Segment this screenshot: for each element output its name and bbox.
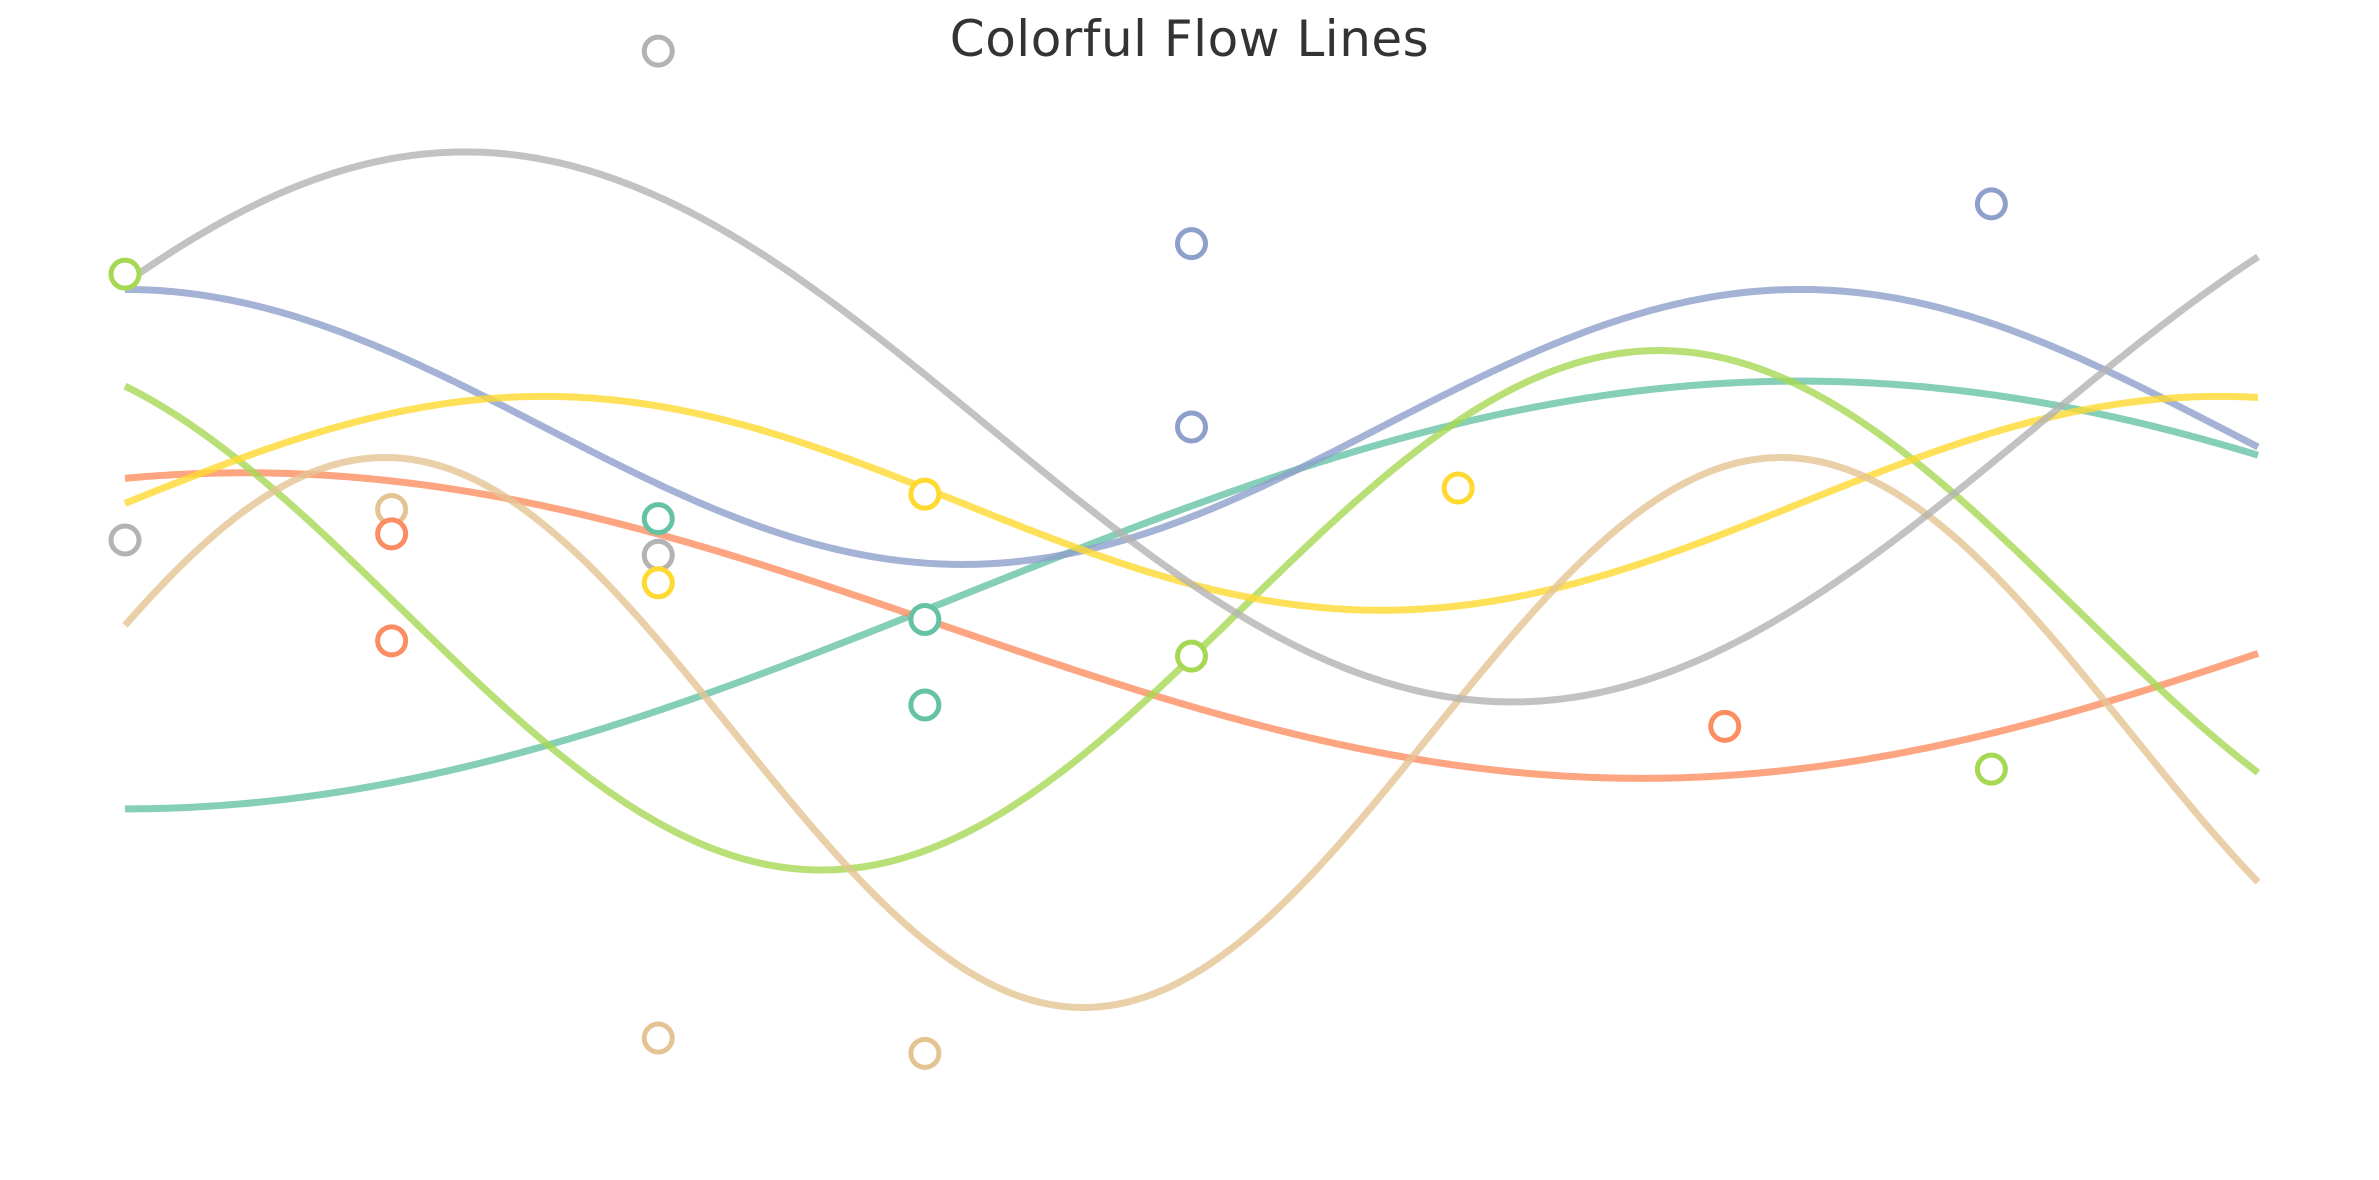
data-point-10 (641, 1021, 675, 1055)
data-point-15 (1175, 227, 1208, 261)
data-point-4 (375, 517, 409, 551)
data-point-1 (108, 257, 142, 291)
data-point-6 (641, 34, 675, 68)
points-layer (108, 34, 2008, 1070)
data-point-13 (908, 688, 942, 722)
data-point-11 (908, 477, 942, 511)
data-point-16 (1175, 410, 1208, 444)
data-point-20 (1974, 187, 2008, 221)
data-point-19 (1708, 709, 1742, 743)
data-point-21 (1974, 752, 2008, 786)
data-point-9 (641, 566, 675, 600)
data-point-12 (908, 602, 942, 636)
series-line-7 (122, 148, 2260, 706)
data-point-2 (108, 523, 142, 557)
data-point-7 (641, 502, 675, 536)
data-point-8 (641, 538, 675, 572)
data-point-14 (908, 1036, 942, 1070)
chart-title: Colorful Flow Lines (949, 10, 1430, 68)
series-line-1 (124, 377, 2260, 813)
data-point-5 (375, 624, 409, 658)
series-line-3 (124, 285, 2260, 568)
series-line-6 (122, 453, 2261, 1011)
data-point-17 (1175, 639, 1208, 673)
data-point-18 (1441, 471, 1475, 505)
series-line-2 (124, 469, 2260, 782)
lines-layer (122, 148, 2261, 1011)
